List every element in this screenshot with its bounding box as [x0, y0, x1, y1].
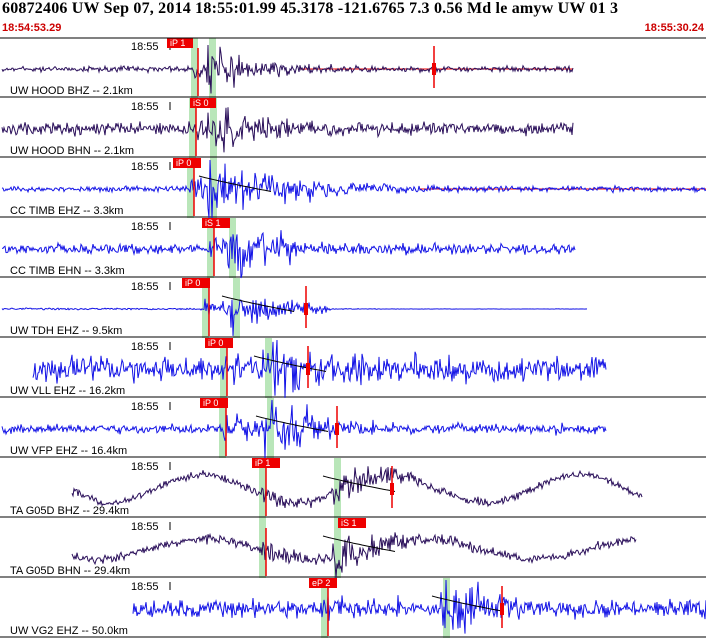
- waveform[interactable]: [32, 339, 607, 398]
- pick-label: iP 0: [203, 398, 218, 408]
- trace-time-label: 18:55: [131, 101, 159, 113]
- p-window: [191, 38, 198, 98]
- pick-box[interactable]: [205, 338, 233, 348]
- trace-station-label: CC TIMB EHN -- 3.3km: [10, 265, 125, 277]
- amplitude-marker-box: [335, 423, 339, 435]
- trace-time-label: 18:55: [131, 341, 159, 353]
- plot-header: 60872406 UW Sep 07, 2014 18:55:01.99 45.…: [0, 0, 706, 38]
- trace-time-label: 18:55: [131, 41, 159, 53]
- end-time: 18:55:30.24: [644, 22, 704, 34]
- waveform[interactable]: [1, 399, 607, 459]
- p-window: [189, 98, 196, 158]
- pick-label: iS 0: [193, 98, 209, 108]
- amplitude-marker-box: [390, 483, 394, 495]
- pick-box[interactable]: [167, 38, 193, 48]
- trace-station-label: CC TIMB EHZ -- 3.3km: [10, 205, 123, 217]
- coda-curve: [255, 415, 329, 432]
- waveform[interactable]: [1, 298, 588, 336]
- trace-row[interactable]: 18:55 iP 0 UW VLL EHZ -- 16.2km: [0, 338, 706, 398]
- amplitude-marker-box: [500, 603, 504, 615]
- trace-station-label: UW HOOD BHN -- 2.1km: [10, 145, 134, 157]
- coda-curve: [431, 595, 505, 612]
- waveform[interactable]: [1, 44, 574, 94]
- trace-row[interactable]: 18:55 iS 1 CC TIMB EHN -- 3.3km: [0, 218, 706, 279]
- trace-time-label: 18:55: [131, 581, 159, 593]
- s-window: [210, 98, 217, 158]
- pick-box[interactable]: [200, 398, 228, 408]
- amplitude-marker-box: [304, 303, 308, 315]
- pick-box[interactable]: [309, 578, 337, 588]
- pick-label: iP 1: [170, 38, 185, 48]
- trace-time-label: 18:55: [131, 221, 159, 233]
- trace-time-label: 18:55: [131, 461, 159, 473]
- pick-label: iP 0: [185, 278, 200, 288]
- trace-time-label: 18:55: [131, 401, 159, 413]
- trace-time-label: 18:55: [131, 281, 159, 293]
- s-window: [209, 38, 216, 98]
- s-window: [334, 458, 341, 518]
- trace-row[interactable]: 18:55 iP 1 TA G05D BHZ -- 29.4km: [0, 458, 706, 518]
- pick-label: eP 2: [312, 578, 330, 588]
- coda-curve: [253, 355, 327, 372]
- trace-time-label: 18:55: [131, 161, 159, 173]
- waveform[interactable]: [1, 230, 576, 279]
- pick-box[interactable]: [338, 518, 366, 528]
- pick-box[interactable]: [252, 458, 280, 468]
- pick-label: iP 0: [176, 158, 191, 168]
- p-window: [220, 338, 227, 398]
- trace-row[interactable]: 18:55 eP 2 UW VG2 EHZ -- 50.0km: [0, 578, 706, 638]
- waveform[interactable]: [132, 579, 706, 634]
- pick-box[interactable]: [173, 158, 201, 168]
- waveform[interactable]: [1, 159, 706, 219]
- s-window: [334, 518, 341, 578]
- trace-station-label: TA G05D BHN -- 29.4km: [10, 565, 130, 577]
- trace-station-label: UW VLL EHZ -- 16.2km: [10, 385, 125, 397]
- pick-box[interactable]: [182, 278, 210, 288]
- trace-station-label: UW HOOD BHZ -- 2.1km: [10, 85, 133, 97]
- trace-time-label: 18:55: [131, 521, 159, 533]
- amplitude-marker-box: [306, 363, 310, 375]
- pick-box[interactable]: [190, 98, 216, 108]
- event-title: 60872406 UW Sep 07, 2014 18:55:01.99 45.…: [2, 0, 619, 17]
- p-window: [321, 578, 328, 638]
- pick-label: iS 1: [205, 218, 221, 228]
- trace-row[interactable]: 18:55 iP 1 UW HOOD BHZ -- 2.1km: [0, 38, 706, 98]
- pick-box[interactable]: [202, 218, 230, 228]
- pick-label: iS 1: [341, 518, 357, 528]
- pick-label: iP 0: [208, 338, 223, 348]
- waveform[interactable]: [71, 466, 643, 508]
- trace-row[interactable]: 18:55 iS 1 TA G05D BHN -- 29.4km: [0, 518, 706, 579]
- coda-curve: [322, 475, 396, 492]
- trace-row[interactable]: 18:55 iP 0 UW TDH EHZ -- 9.5km: [0, 278, 706, 338]
- trace-station-label: UW TDH EHZ -- 9.5km: [10, 325, 122, 337]
- waveform[interactable]: [1, 107, 574, 153]
- trace-station-label: TA G05D BHZ -- 29.4km: [10, 505, 129, 517]
- pick-label: iP 1: [255, 458, 270, 468]
- trace-station-label: UW VG2 EHZ -- 50.0km: [10, 625, 128, 637]
- amplitude-marker-box: [432, 63, 436, 75]
- trace-row[interactable]: 18:55 iP 0 CC TIMB EHZ -- 3.3km: [0, 158, 706, 219]
- waveform[interactable]: [71, 532, 637, 579]
- start-time: 18:54:53.29: [2, 22, 62, 34]
- trace-row[interactable]: 18:55 iP 0 UW VFP EHZ -- 16.4km: [0, 398, 706, 459]
- s-window: [233, 278, 240, 338]
- trace-row[interactable]: 18:55 iS 0 UW HOOD BHN -- 2.1km: [0, 98, 706, 158]
- coda-curve: [221, 295, 295, 312]
- p-window: [219, 398, 226, 458]
- coda-curve: [198, 175, 272, 192]
- trace-station-label: UW VFP EHZ -- 16.4km: [10, 445, 127, 457]
- coda-curve: [322, 535, 396, 552]
